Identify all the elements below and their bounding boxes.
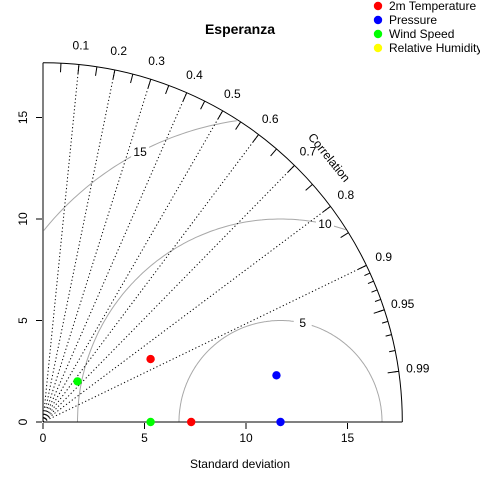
correlation-tick <box>112 69 116 79</box>
y-tick-label: 10 <box>16 212 30 226</box>
correlation-label: 0.7 <box>300 145 317 159</box>
x-tick-label: 10 <box>239 431 253 445</box>
y-tick-label: 15 <box>16 111 30 125</box>
rms-label-bg <box>293 314 312 329</box>
correlation-ray <box>42 92 188 423</box>
data-point <box>146 417 155 427</box>
legend-label: Pressure <box>389 13 437 27</box>
legend-marker <box>373 15 383 25</box>
legend-marker <box>373 29 383 39</box>
correlation-tick <box>373 309 385 314</box>
legend-label: 2m Temperature <box>389 0 476 13</box>
correlation-tick <box>389 350 396 353</box>
legend-marker <box>373 43 383 53</box>
chart-title: Esperanza <box>205 21 275 37</box>
correlation-tick <box>165 85 170 95</box>
correlation-tick <box>374 298 381 302</box>
correlation-tick <box>385 334 392 337</box>
correlation-tick <box>200 100 206 110</box>
correlation-label: 0.3 <box>148 54 165 68</box>
data-point <box>186 417 196 427</box>
rms-contour <box>77 218 346 422</box>
rms-contour-label: 10 <box>318 217 332 231</box>
correlation-label: 0.6 <box>262 112 279 126</box>
correlation-tick <box>235 121 242 130</box>
correlation-tick <box>95 66 98 76</box>
rms-contour-label: 15 <box>133 145 147 159</box>
correlation-tick <box>367 280 374 285</box>
correlation-tick <box>322 206 331 213</box>
y-tick-label: 0 <box>16 418 30 425</box>
x-axis-title: Standard deviation <box>190 457 290 471</box>
correlation-tick <box>340 232 349 238</box>
data-point <box>276 417 285 427</box>
correlation-ray <box>42 69 116 423</box>
correlation-tick <box>364 272 371 277</box>
correlation-tick <box>371 289 378 293</box>
rms-contour <box>178 320 383 422</box>
correlation-tick <box>147 79 152 89</box>
correlation-label: 0.2 <box>110 44 127 58</box>
correlation-tick <box>77 64 80 74</box>
y-tick-label: 5 <box>16 317 30 324</box>
correlation-label: 0.1 <box>73 38 90 52</box>
correlation-tick <box>287 165 295 173</box>
correlation-ray <box>42 64 80 423</box>
point-layer <box>73 354 285 427</box>
correlation-ray <box>42 79 152 423</box>
x-tick-label: 5 <box>141 431 148 445</box>
legend-label: Wind Speed <box>389 27 454 41</box>
legend-marker <box>373 1 383 11</box>
correlation-tick <box>305 183 313 191</box>
correlation-label: 0.4 <box>186 68 203 82</box>
axis-layer: 0.1 0.2 0.3 0.4 0.5 0.6 0.7 0.8 0.9 0.95 0.99 0 0 5 5 1… <box>16 38 430 445</box>
correlation-tick <box>357 264 367 270</box>
rms-contour-label: 5 <box>299 316 306 330</box>
data-point <box>73 377 82 386</box>
data-point <box>272 371 281 380</box>
rms-contour <box>43 120 237 231</box>
correlation-ray <box>42 110 224 423</box>
rms-label-bg <box>131 143 150 158</box>
correlation-label: 0.8 <box>338 188 355 202</box>
correlation-tick <box>387 370 399 374</box>
correlation-ray <box>42 206 331 423</box>
correlation-ray <box>42 165 295 423</box>
legend-label: Relative Humidity <box>389 41 480 55</box>
correlation-label: 0.95 <box>391 297 415 311</box>
correlation-tick <box>217 110 224 119</box>
correlation-tick <box>130 73 134 84</box>
grid-layer: 5 10 15 <box>42 64 383 423</box>
correlation-label: 0.9 <box>375 250 392 264</box>
data-point <box>146 354 155 364</box>
correlation-tick <box>270 148 277 157</box>
correlation-tick <box>252 134 259 143</box>
x-tick-label: 15 <box>341 431 355 445</box>
correlation-tick <box>182 92 188 102</box>
correlation-arc <box>42 62 403 423</box>
correlation-tick <box>381 320 389 324</box>
correlation-ray <box>42 134 259 423</box>
x-tick-label: 0 <box>40 431 47 445</box>
rms-label-bg <box>315 215 334 230</box>
correlation-ray <box>42 264 367 423</box>
correlation-label: 0.5 <box>224 87 241 101</box>
correlation-label: 0.99 <box>406 362 430 376</box>
